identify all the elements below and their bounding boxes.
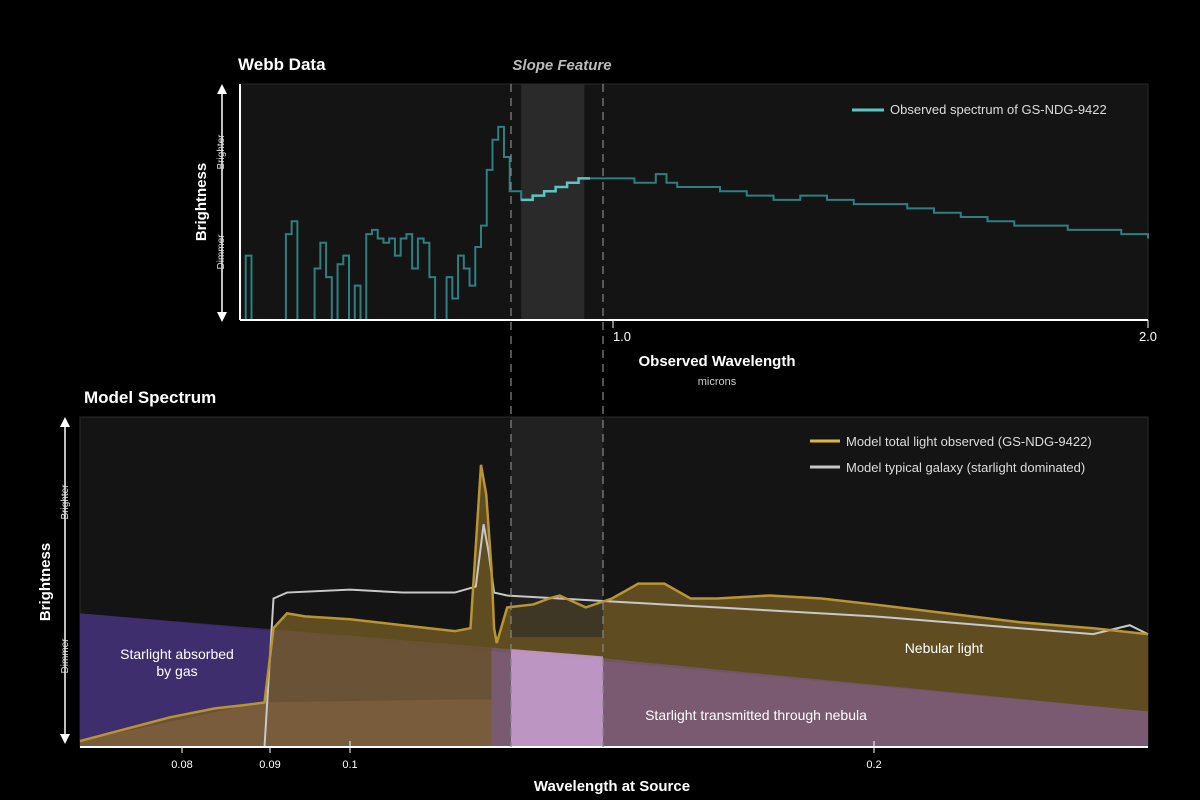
absorbed-annotation-line2: by gas <box>156 663 197 679</box>
absorbed-annotation-line1: Starlight absorbed <box>120 646 234 662</box>
webb-tick-1: 1.0 <box>612 320 631 344</box>
svg-text:1.0: 1.0 <box>613 329 631 344</box>
svg-text:0.2: 0.2 <box>866 759 881 771</box>
model-tick-009: 0.09 <box>259 747 281 771</box>
transmitted-overlay <box>491 647 1149 747</box>
svg-text:0.09: 0.09 <box>259 759 280 771</box>
model-title: Model Spectrum <box>84 388 216 407</box>
slope-feature-label: Slope Feature <box>512 57 611 74</box>
svg-text:2.0: 2.0 <box>1139 329 1157 344</box>
transmitted-annotation: Starlight transmitted through nebula <box>645 707 867 723</box>
svg-text:0.08: 0.08 <box>171 759 192 771</box>
model-legend-typical: Model typical galaxy (starlight dominate… <box>846 460 1085 475</box>
svg-text:0.1: 0.1 <box>342 759 357 771</box>
webb-xlabel: Observed Wavelength <box>639 353 796 370</box>
model-legend: Model total light observed (GS-NDG-9422)… <box>810 434 1092 475</box>
slope-feature-guides <box>510 84 604 747</box>
model-legend-total: Model total light observed (GS-NDG-9422) <box>846 434 1092 449</box>
webb-xunit: microns <box>698 376 737 388</box>
model-y-axis <box>60 417 70 744</box>
webb-plot-area <box>240 84 1149 321</box>
model-ylabel: Brightness <box>37 543 54 621</box>
webb-legend: Observed spectrum of GS-NDG-9422 <box>852 102 1107 117</box>
model-dimmer-label: Dimmer <box>60 638 71 674</box>
webb-brighter-label: Brighter <box>216 134 227 170</box>
model-tick-01: 0.1 <box>342 741 358 771</box>
webb-ylabel: Brightness <box>193 163 210 241</box>
model-total-line <box>79 464 1149 743</box>
transmitted-highlight <box>511 648 603 747</box>
nebular-annotation: Nebular light <box>905 640 984 656</box>
webb-title: Webb Data <box>238 55 326 74</box>
model-plot-area <box>79 417 1149 748</box>
model-tick-008: 0.08 <box>171 747 193 771</box>
webb-y-axis <box>217 84 227 322</box>
webb-dimmer-label: Dimmer <box>216 234 227 270</box>
model-xlabel: Wavelength at Source <box>534 778 690 795</box>
model-tick-02: 0.2 <box>866 741 882 771</box>
webb-slope-band <box>521 84 585 320</box>
typical-galaxy-line <box>263 524 1149 748</box>
webb-tick-2: 2.0 <box>1139 320 1157 344</box>
webb-panel <box>239 83 1149 321</box>
nebular-region <box>80 464 1148 747</box>
webb-slope-highlight <box>521 177 591 202</box>
model-brighter-label: Brighter <box>60 484 71 520</box>
webb-observed-line <box>240 125 1149 321</box>
webb-legend-label: Observed spectrum of GS-NDG-9422 <box>890 102 1107 117</box>
model-slope-band <box>511 417 603 638</box>
